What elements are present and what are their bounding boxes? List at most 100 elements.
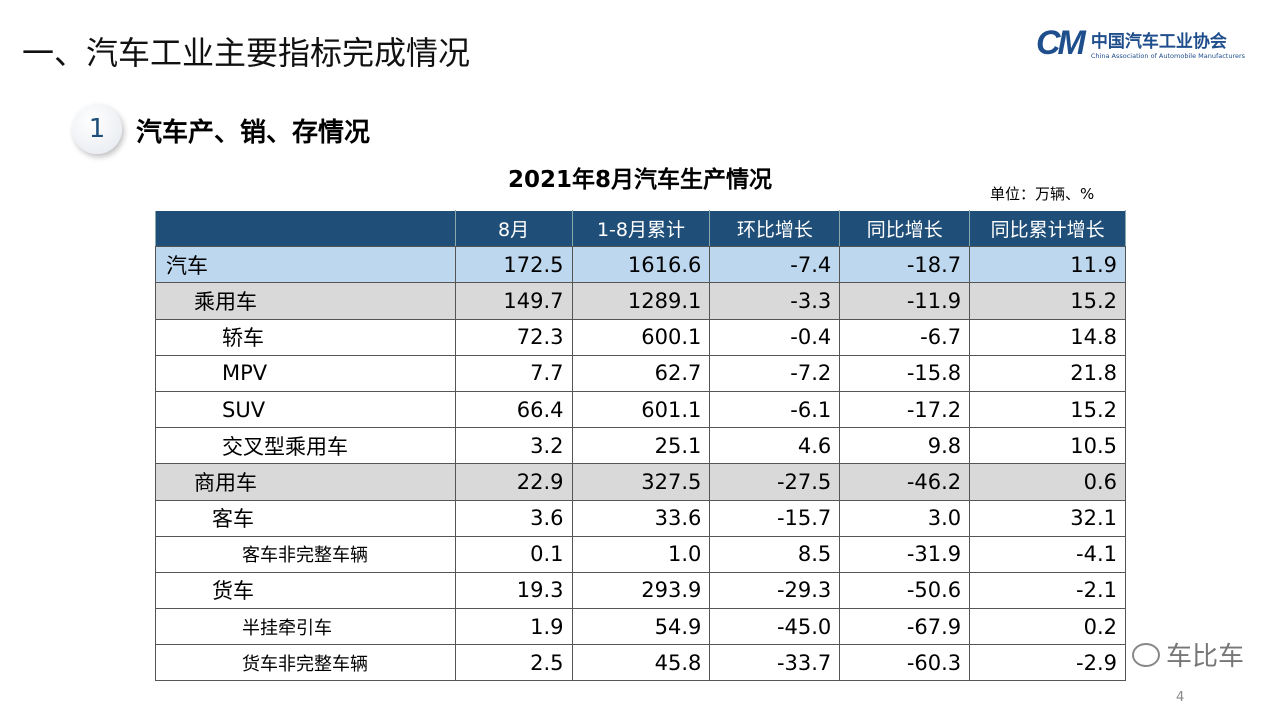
slide-title: 一、汽车工业主要指标完成情况 bbox=[22, 34, 471, 72]
table-row: 乘用车 149.7 1289.1 -3.3 -11.9 15.2 bbox=[155, 282, 1126, 320]
cell-value: -31.9 bbox=[839, 535, 971, 573]
cell-value: 15.2 bbox=[969, 282, 1126, 320]
table-row: MPV 7.7 62.7 -7.2 -15.8 21.8 bbox=[155, 354, 1126, 392]
cell-value: 1.9 bbox=[454, 608, 573, 646]
cell-value: 4.6 bbox=[709, 427, 841, 465]
cell-value: -27.5 bbox=[709, 463, 841, 501]
table-header: 8月 1-8月累计 环比增长 同比增长 同比累计增长 bbox=[155, 209, 1126, 248]
row-label: SUV bbox=[155, 390, 456, 429]
cell-value: -18.7 bbox=[839, 246, 971, 284]
row-label: 货车非完整车辆 bbox=[155, 644, 456, 682]
cell-value: 15.2 bbox=[969, 390, 1126, 429]
column-header: 8月 bbox=[454, 209, 573, 248]
cell-value: -3.3 bbox=[709, 282, 841, 320]
wechat-icon bbox=[1132, 642, 1160, 667]
watermark-text: 车比车 bbox=[1166, 642, 1245, 672]
cell-value: -67.9 bbox=[839, 608, 971, 646]
cell-value: 72.3 bbox=[454, 318, 573, 356]
page-number: 4 bbox=[1176, 690, 1185, 705]
watermark: 车比车 bbox=[1132, 636, 1244, 673]
cell-value: 45.8 bbox=[571, 644, 711, 682]
cell-value: 1.0 bbox=[571, 535, 711, 573]
cell-value: 1289.1 bbox=[571, 282, 711, 320]
cell-value: 14.8 bbox=[969, 318, 1126, 356]
cell-value: 601.1 bbox=[571, 390, 711, 429]
table-title: 2021年8月汽车生产情况 bbox=[507, 167, 773, 193]
table-row: 商用车 22.9 327.5 -27.5 -46.2 0.6 bbox=[155, 463, 1126, 501]
cell-value: -15.7 bbox=[709, 499, 841, 537]
cell-value: 3.2 bbox=[454, 427, 573, 465]
cell-value: -7.4 bbox=[709, 246, 841, 284]
cell-value: 22.9 bbox=[454, 463, 573, 501]
cell-value: -60.3 bbox=[839, 644, 971, 682]
cell-value: -6.1 bbox=[709, 390, 841, 429]
cell-value: -11.9 bbox=[839, 282, 971, 320]
table-row: 客车非完整车辆 0.1 1.0 8.5 -31.9 -4.1 bbox=[155, 535, 1126, 573]
column-header: 同比增长 bbox=[839, 209, 971, 248]
table-row: 汽车 172.5 1616.6 -7.4 -18.7 11.9 bbox=[155, 246, 1126, 284]
cell-value: 0.2 bbox=[969, 608, 1126, 646]
row-label: 货车 bbox=[155, 571, 456, 610]
table-row: SUV 66.4 601.1 -6.1 -17.2 15.2 bbox=[155, 390, 1126, 429]
cell-value: 3.0 bbox=[839, 499, 971, 537]
cell-value: -46.2 bbox=[839, 463, 971, 501]
column-header: 同比累计增长 bbox=[969, 209, 1126, 248]
row-label: 乘用车 bbox=[155, 282, 456, 320]
table-row: 客车 3.6 33.6 -15.7 3.0 32.1 bbox=[155, 499, 1126, 537]
cell-value: 7.7 bbox=[454, 354, 573, 392]
logo-cn: 中国汽车工业协会 bbox=[1090, 32, 1227, 52]
row-label: 客车非完整车辆 bbox=[155, 535, 456, 573]
logo-mark: CM bbox=[1036, 24, 1086, 62]
cell-value: -29.3 bbox=[709, 571, 841, 610]
cell-value: 172.5 bbox=[454, 246, 573, 284]
cell-value: -0.4 bbox=[709, 318, 841, 356]
cell-value: 19.3 bbox=[454, 571, 573, 610]
row-label: 客车 bbox=[155, 499, 456, 537]
cell-value: 21.8 bbox=[969, 354, 1126, 392]
cell-value: 66.4 bbox=[454, 390, 573, 429]
cell-value: 33.6 bbox=[571, 499, 711, 537]
row-label: 半挂牵引车 bbox=[155, 608, 456, 646]
cell-value: -6.7 bbox=[839, 318, 971, 356]
cell-value: -45.0 bbox=[709, 608, 841, 646]
production-table: 8月 1-8月累计 环比增长 同比增长 同比累计增长 汽车 172.5 1616.6 -7.4… bbox=[155, 209, 1126, 682]
row-label: 商用车 bbox=[155, 463, 456, 501]
cell-value: 9.8 bbox=[839, 427, 971, 465]
logo-en: China Association of Automobile Manufact… bbox=[1090, 52, 1246, 60]
cell-value: 0.1 bbox=[454, 535, 573, 573]
cell-value: -50.6 bbox=[839, 571, 971, 610]
cell-value: 3.6 bbox=[454, 499, 573, 537]
cell-value: -17.2 bbox=[839, 390, 971, 429]
cell-value: 8.5 bbox=[709, 535, 841, 573]
cell-value: -2.1 bbox=[969, 571, 1126, 610]
cell-value: 600.1 bbox=[571, 318, 711, 356]
cell-value: -15.8 bbox=[839, 354, 971, 392]
table-row: 半挂牵引车 1.9 54.9 -45.0 -67.9 0.2 bbox=[155, 608, 1126, 646]
cell-value: 11.9 bbox=[969, 246, 1126, 284]
cell-value: 0.6 bbox=[969, 463, 1126, 501]
cell-value: 62.7 bbox=[571, 354, 711, 392]
row-label: 汽车 bbox=[155, 246, 456, 284]
row-label: 交叉型乘用车 bbox=[155, 427, 456, 465]
cell-value: -7.2 bbox=[709, 354, 841, 392]
cell-value: 10.5 bbox=[969, 427, 1126, 465]
cell-value: 1616.6 bbox=[571, 246, 711, 284]
caam-logo: CM 中国汽车工业协会 China Association of Automob… bbox=[1036, 24, 1245, 63]
cell-value: 293.9 bbox=[571, 571, 711, 610]
cell-value: -2.9 bbox=[969, 644, 1126, 682]
column-header: 1-8月累计 bbox=[571, 209, 711, 248]
section-number: 1 bbox=[72, 104, 122, 154]
row-label: 轿车 bbox=[155, 318, 456, 356]
column-header bbox=[155, 209, 456, 248]
cell-value: 2.5 bbox=[454, 644, 573, 682]
cell-value: 32.1 bbox=[969, 499, 1126, 537]
table-row: 交叉型乘用车 3.2 25.1 4.6 9.8 10.5 bbox=[155, 427, 1126, 465]
cell-value: 54.9 bbox=[571, 608, 711, 646]
unit-label: 单位：万辆、% bbox=[990, 185, 1095, 203]
cell-value: -4.1 bbox=[969, 535, 1126, 573]
row-label: MPV bbox=[155, 354, 456, 392]
section-title: 汽车产、销、存情况 bbox=[136, 118, 371, 148]
table-row: 货车 19.3 293.9 -29.3 -50.6 -2.1 bbox=[155, 571, 1126, 610]
cell-value: 327.5 bbox=[571, 463, 711, 501]
cell-value: 25.1 bbox=[571, 427, 711, 465]
